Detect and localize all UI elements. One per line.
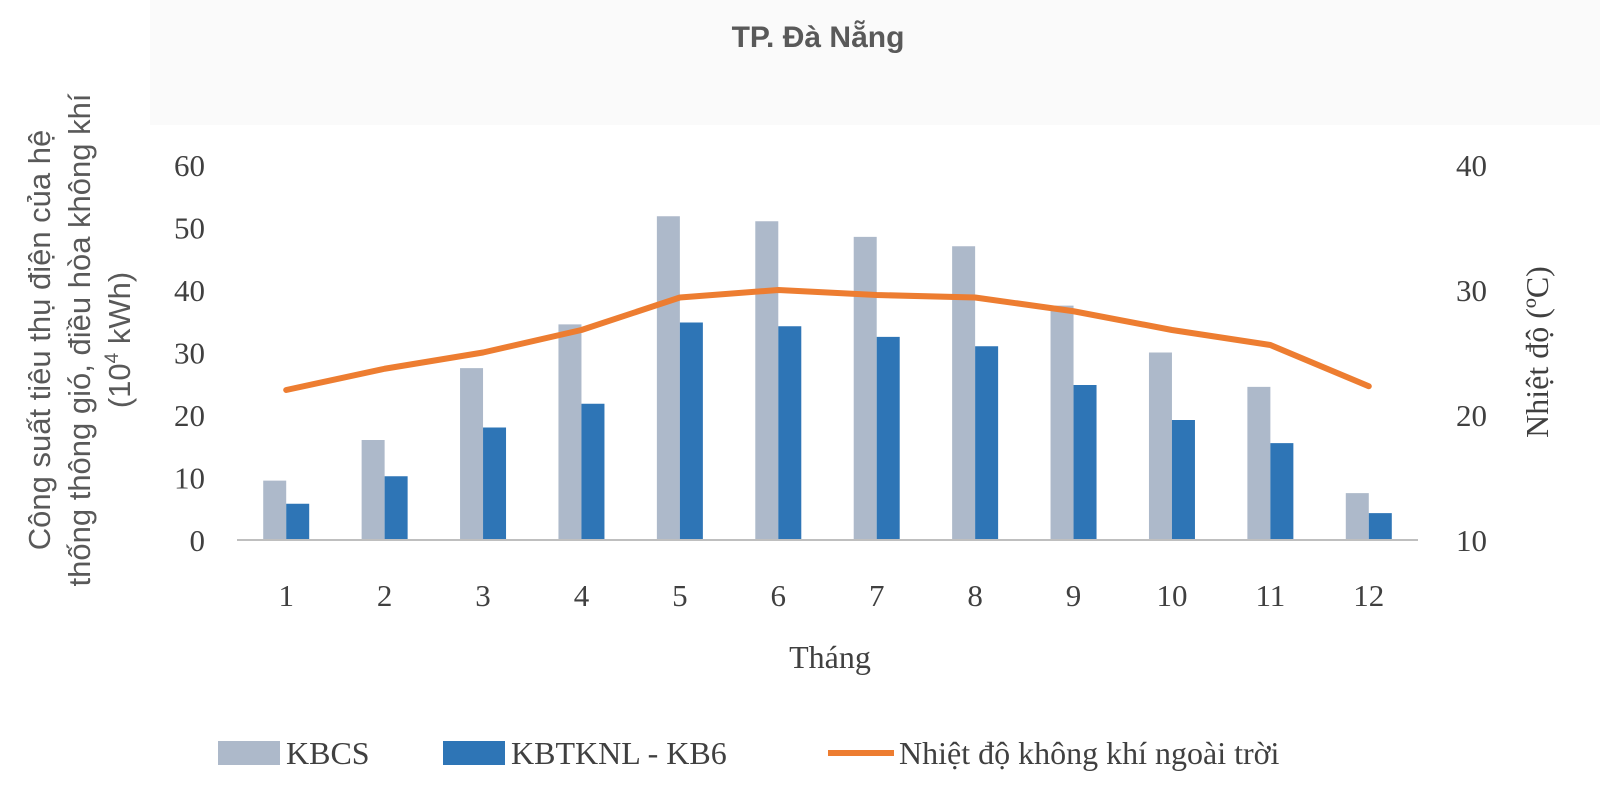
bar-kbcs-5 (656, 216, 680, 540)
y2-tick-label: 40 (1456, 148, 1487, 183)
temperature-line (283, 287, 1372, 393)
legend-swatch-kbcs (218, 741, 280, 765)
bar-kbtknl-6 (778, 326, 802, 540)
bar-kbcs-8 (952, 246, 976, 540)
y-tick-label: 0 (190, 523, 206, 558)
title-band (150, 0, 1600, 125)
chart-title: TP. Đà Nẵng (732, 20, 905, 54)
x-tick-label: 12 (1353, 578, 1384, 613)
bar-kbtknl-2 (384, 476, 408, 540)
y-tick-label: 50 (174, 211, 205, 246)
y-tick-label: 20 (174, 398, 205, 433)
y-tick-label: 60 (174, 148, 205, 183)
y-axis-title-unit-prefix: (10 (102, 363, 137, 408)
y2-tick-label: 20 (1456, 398, 1487, 433)
x-tick-label: 5 (672, 578, 688, 613)
bar-kbcs-10 (1148, 352, 1172, 540)
y-tick-label: 10 (174, 461, 205, 496)
x-tick-label: 8 (967, 578, 983, 613)
y2-axis-title: Nhiệt độ (ºC) (1519, 266, 1555, 438)
x-tick-label: 3 (475, 578, 491, 613)
bar-kbtknl-9 (1073, 385, 1097, 540)
legend: KBCS KBTKNL - KB6 Nhiệt độ không khí ngo… (218, 735, 1280, 771)
bar-kbcs-4 (558, 324, 582, 540)
y-axis-title: Công suất tiêu thụ điện của hệ thống thô… (22, 93, 137, 586)
bar-kbtknl-10 (1171, 420, 1195, 540)
bar-kbtknl-8 (975, 346, 999, 540)
bar-kbtknl-5 (679, 322, 703, 540)
y-axis-title-line-2: thống thông gió, điều hòa không khí (62, 93, 97, 586)
y-axis-title-unit-suffix: kWh) (102, 272, 137, 353)
y2-tick-label: 10 (1456, 523, 1487, 558)
x-tick-label: 7 (869, 578, 885, 613)
bar-kbcs-1 (263, 480, 287, 540)
y-axis-title-line-1: Công suất tiêu thụ điện của hệ (22, 130, 57, 551)
y2-axis-title-group: Nhiệt độ (ºC) (1519, 266, 1555, 438)
legend-swatch-kbtknl (443, 741, 505, 765)
x-axis-title: Tháng (789, 639, 871, 675)
x-tick-label: 11 (1255, 578, 1285, 613)
y2-tick-label: 30 (1456, 273, 1487, 308)
y-tick-label: 30 (174, 336, 205, 371)
y-axis-title-unit-exponent: 4 (102, 352, 123, 363)
bar-kbcs-7 (853, 236, 877, 540)
x-tick-label: 9 (1066, 578, 1082, 613)
bar-kbcs-6 (755, 221, 779, 540)
legend-label-temperature: Nhiệt độ không khí ngoài trời (899, 735, 1280, 771)
x-tick-label: 10 (1156, 578, 1187, 613)
x-tick-label: 1 (278, 578, 294, 613)
x-tick-label: 2 (377, 578, 393, 613)
bar-kbcs-2 (361, 440, 385, 540)
bar-kbtknl-12 (1368, 513, 1392, 540)
x-tick-label: 6 (771, 578, 787, 613)
bar-kbcs-11 (1247, 386, 1271, 540)
legend-label-kbcs: KBCS (286, 735, 370, 771)
x-tick-label: 4 (574, 578, 590, 613)
bar-kbcs-12 (1345, 493, 1369, 540)
y-axis-title-line-3: (104 kWh) (102, 272, 137, 408)
legend-label-kbtknl: KBTKNL - KB6 (511, 735, 727, 771)
bar-kbtknl-3 (483, 427, 507, 540)
bar-kbcs-3 (460, 368, 484, 540)
bar-kbtknl-4 (581, 403, 605, 540)
bar-kbcs-9 (1050, 305, 1074, 540)
y-tick-label: 40 (174, 273, 205, 308)
bar-kbtknl-1 (286, 503, 310, 540)
bar-kbtknl-7 (876, 336, 900, 540)
bar-kbtknl-11 (1270, 443, 1294, 540)
